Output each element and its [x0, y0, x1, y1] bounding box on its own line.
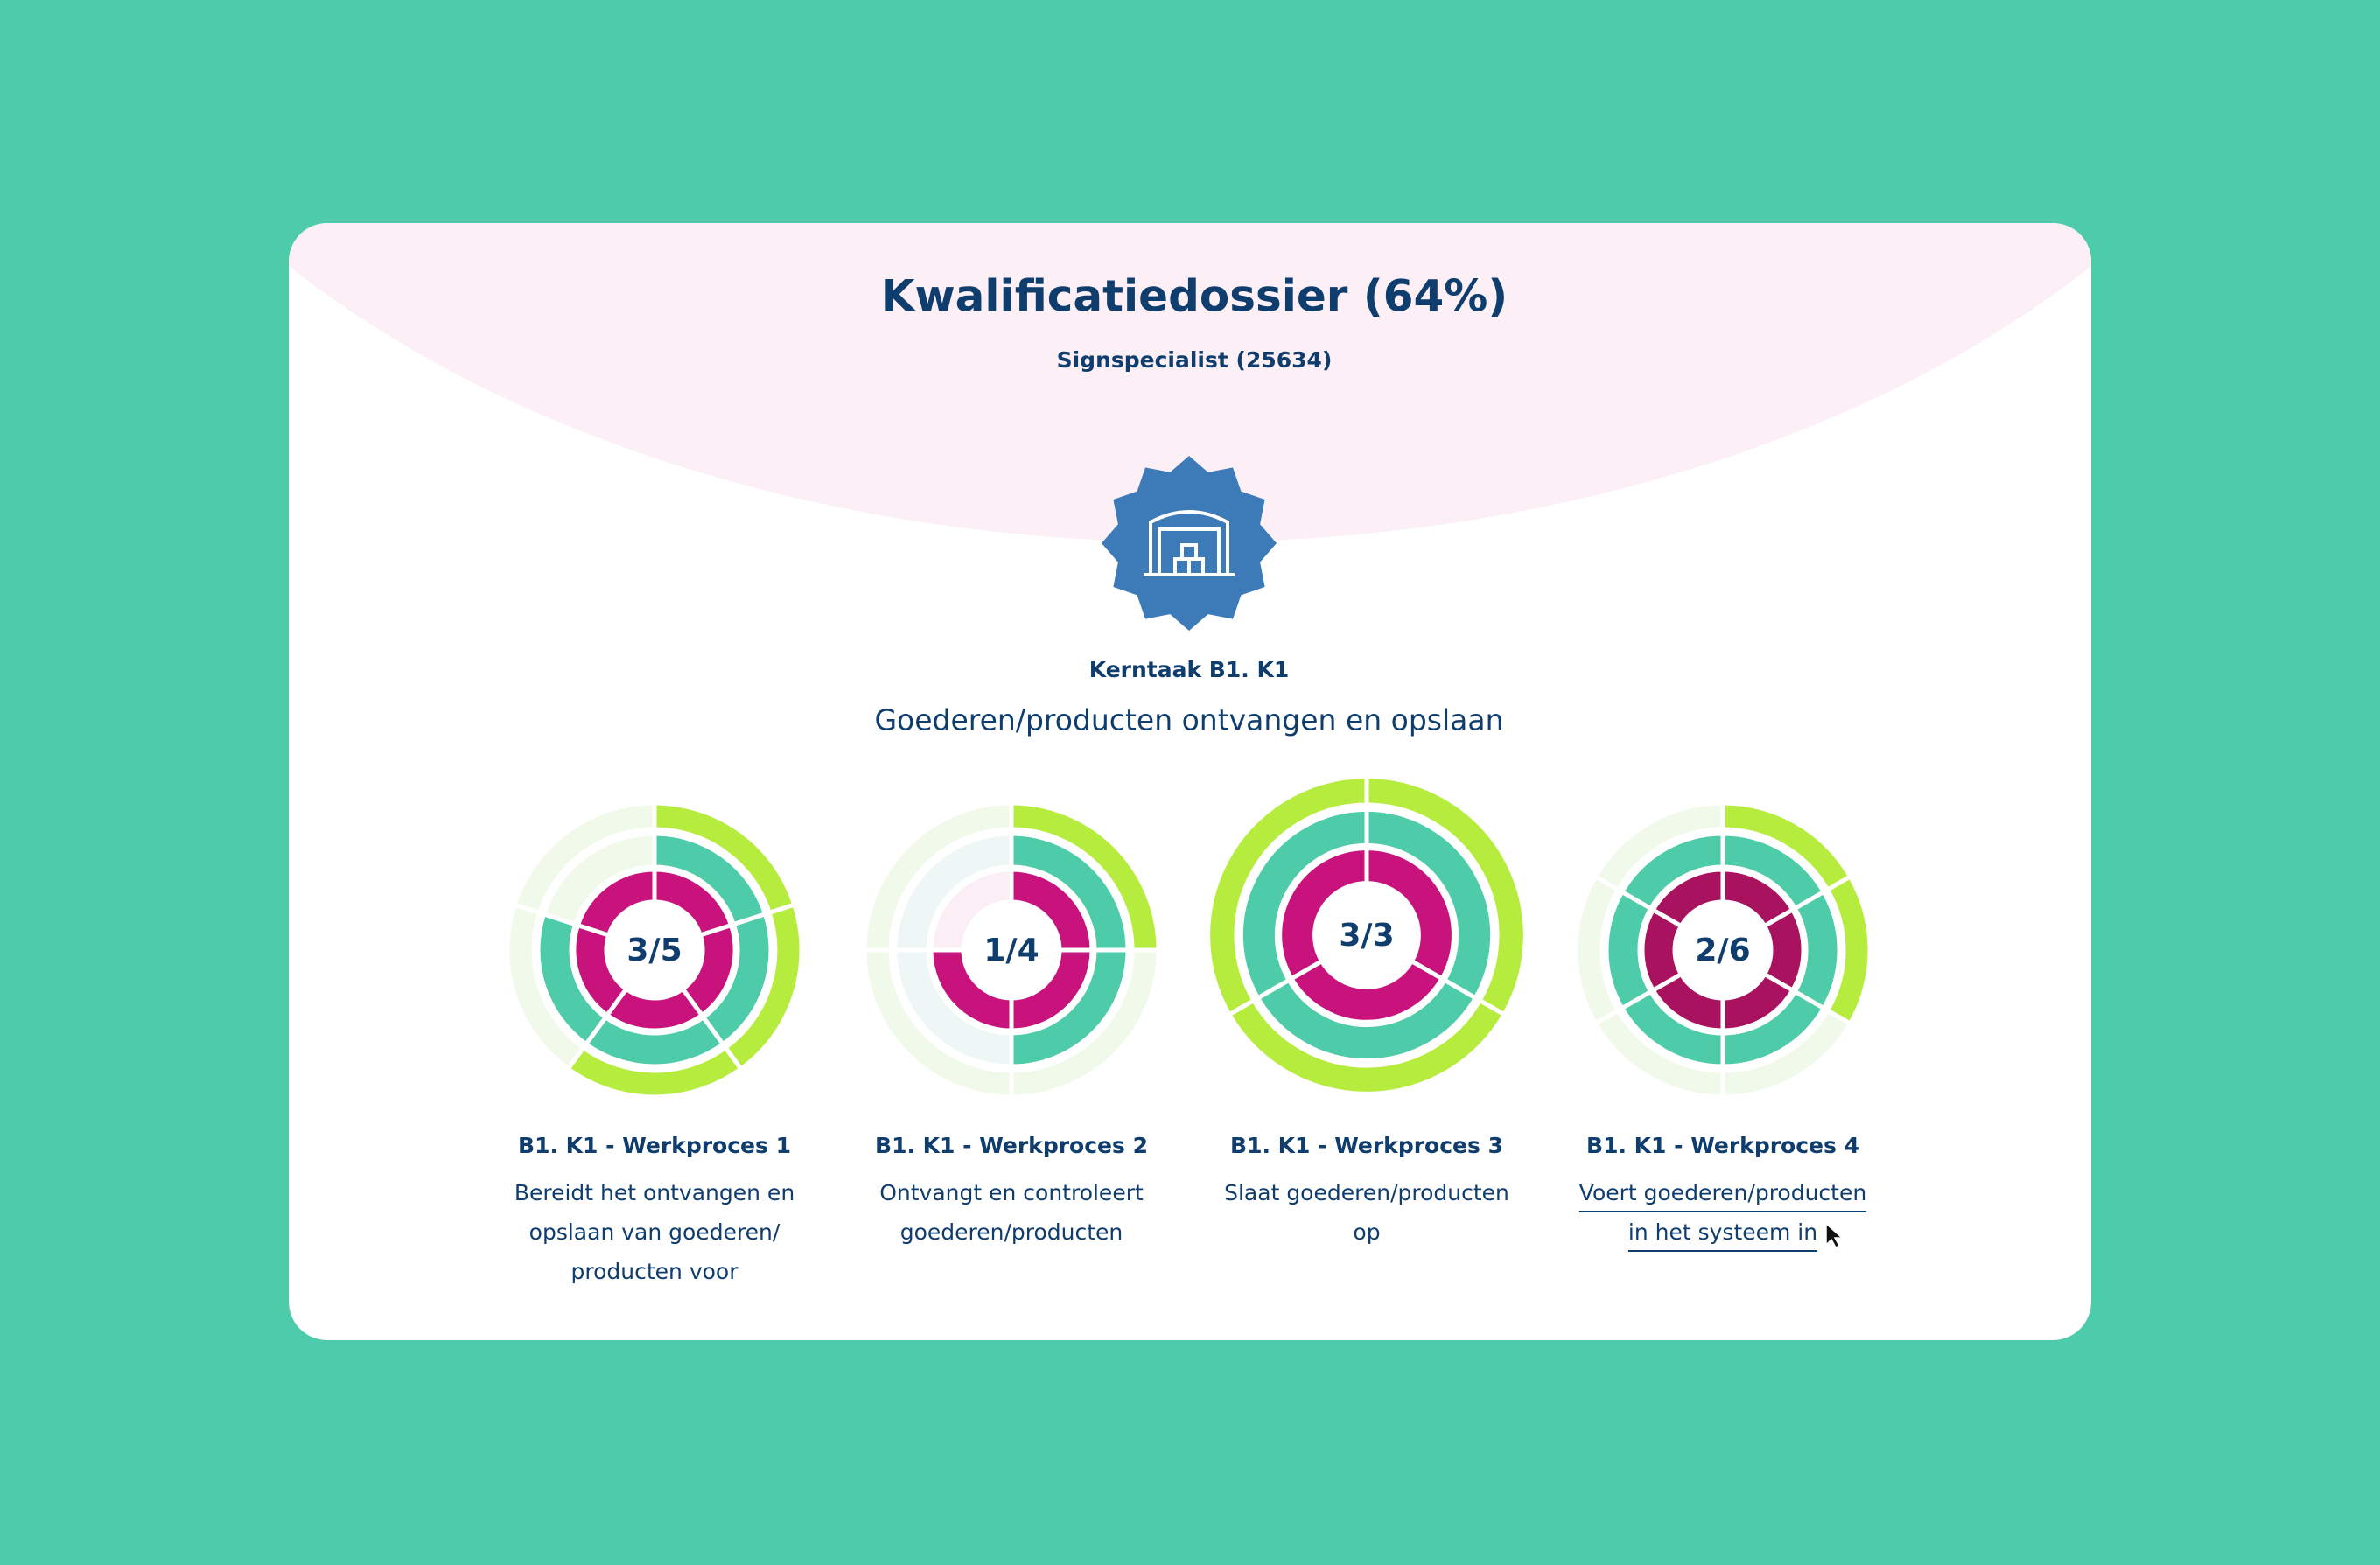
ring-segment [575, 867, 657, 939]
ring-segment [1009, 867, 1095, 953]
process-link[interactable]: in het systeem in [1628, 1219, 1817, 1245]
process-score: 2/6 [1695, 933, 1750, 968]
process-card: 1/4 B1. K1 - Werkproces 2 Ontvangt en cont… [862, 800, 1161, 1245]
process-title: B1. K1 - Werkproces 4 [1586, 1133, 1859, 1158]
process-description: goederen/producten [900, 1219, 1124, 1245]
process-list: 3/5 B1. K1 - Werkproces 1 Bereidt het ontv… [505, 774, 1872, 1284]
process-description: Ontvangt en controleert [879, 1180, 1144, 1205]
process-score: 3/3 [1339, 918, 1394, 954]
ring-segment [1288, 958, 1446, 1024]
process-description: producten voor [571, 1259, 739, 1284]
ring-center [608, 904, 701, 996]
ring-segment [1364, 846, 1456, 982]
badge-icon [1144, 510, 1235, 576]
ring-center [965, 904, 1058, 996]
page-subtitle: Signspecialist (25634) [1057, 347, 1333, 373]
cursor [1825, 1222, 1844, 1248]
ring-segment [1649, 867, 1726, 929]
process-description: Bereidt het ontvangen en [514, 1180, 794, 1205]
process-description: opslaan van goederen/ [529, 1219, 780, 1245]
card [289, 223, 2091, 1340]
ring-segment [1206, 774, 1369, 1018]
page-title: Kwalificatiedossier (64%) [881, 271, 1508, 322]
ring-segment [541, 831, 657, 927]
kerntaak-title: Goederen/producten ontvangen en opslaan [874, 703, 1503, 737]
process-title: B1. K1 - Werkproces 1 [518, 1133, 791, 1158]
ring-segment [1592, 800, 1726, 893]
process-card: 3/5 B1. K1 - Werkproces 1 Bereidt het ontv… [505, 800, 804, 1284]
ring-segment [928, 947, 1014, 1033]
ring-segment [892, 831, 1014, 953]
process-title: B1. K1 - Werkproces 2 [875, 1133, 1148, 1158]
ring-segment [1619, 831, 1726, 912]
process-link[interactable]: Voert goederen/producten [1579, 1180, 1866, 1205]
process-score: 1/4 [984, 933, 1039, 968]
ring-segment [1238, 807, 1369, 1002]
badge [1102, 456, 1277, 631]
process-description: Slaat goederen/producten [1224, 1180, 1509, 1205]
process-score: 3/5 [626, 933, 682, 968]
kerntaak-label: Kerntaak B1. K1 [1089, 657, 1289, 682]
process-card: 2/6 B1. K1 - Werkproces 4 Voert goederen/p… [1573, 800, 1872, 1252]
ring-segment [1009, 947, 1095, 1033]
ring-segment [862, 800, 1014, 953]
process-title: B1. K1 - Werkproces 3 [1230, 1133, 1503, 1158]
ring-segment [1278, 846, 1369, 982]
ring-segment [512, 800, 657, 916]
ring-center [1316, 884, 1418, 986]
process-description: op [1353, 1219, 1380, 1245]
ring-center [1676, 904, 1769, 996]
ring-segment [1364, 807, 1495, 1002]
process-card: 3/3 B1. K1 - Werkproces 3 Slaat goederen/p… [1206, 774, 1528, 1245]
ring-segment [1255, 976, 1479, 1064]
ring-segment [928, 867, 1014, 953]
